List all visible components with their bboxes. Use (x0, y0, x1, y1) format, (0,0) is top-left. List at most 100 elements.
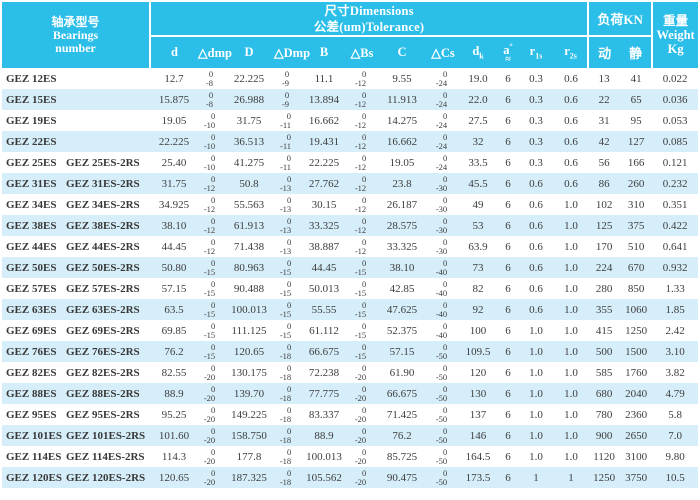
cell-Dmp: 0 -18 (274, 383, 300, 404)
cell-Cs: 0 -24 (428, 152, 458, 173)
cell-D: 158.750 (231, 429, 267, 442)
cell-dk: 73 (472, 261, 484, 274)
tolerance-value: 0 -20 (203, 363, 216, 382)
cell-name2: GEZ 38ES-2RS (66, 219, 140, 232)
cell-Dmp: 0 -15 (274, 299, 300, 320)
cell-C: 71.425 (386, 408, 418, 421)
cell-C: 28.575 (386, 219, 418, 232)
cell-B: 11.1 (314, 72, 334, 85)
col-header-dmp: △dmp (198, 36, 232, 68)
cell-d: 57.15 (161, 282, 187, 295)
cell-Dmp: 0 -15 (274, 320, 300, 341)
cell-dyn: 680 (595, 387, 613, 400)
table-row: GEZ 63ES GEZ 63ES-2RS 63.5 0 -15 100.013 0 -15 5… (2, 299, 699, 320)
cell-name1: GEZ 31ES (6, 177, 57, 190)
cell-Dmp: 0 -18 (274, 425, 300, 446)
tolerance-value: 0 -15 (203, 279, 216, 298)
cell-r1s: 1.0 (529, 345, 543, 358)
cell-B: 33.325 (308, 219, 340, 232)
tolerance-value: 0 -20 (203, 426, 216, 445)
cell-r1s: 1.0 (529, 429, 543, 442)
tolerance-value: 0 -30 (435, 237, 448, 256)
cell-dk: 130 (469, 387, 487, 400)
cell-stat: 2650 (625, 429, 648, 442)
cell-r2s: 0.6 (564, 93, 578, 106)
cell-dyn: 102 (595, 198, 613, 211)
cell-d: 38.10 (161, 219, 187, 232)
cell-dyn: 500 (595, 345, 613, 358)
tolerance-value: 0 -15 (354, 321, 367, 340)
cell-name2: GEZ 34ES-2RS (66, 198, 140, 211)
tolerance-value: 0 -30 (435, 195, 448, 214)
cell-Bs: 0 -20 (348, 446, 376, 467)
table-row: GEZ 114ES GEZ 114ES-2RS 114.3 0 -20 177.8 0 -18… (2, 446, 698, 467)
cell-weight: 0.085 (662, 135, 688, 148)
cell-Dmp: 0 -13 (274, 173, 300, 194)
cell-dmp: 0 -15 (198, 320, 224, 341)
cell-a: 6 (505, 156, 511, 169)
tolerance-value: 0 -50 (435, 384, 448, 403)
cell-dk: 137 (469, 408, 487, 421)
table-row: GEZ 44ES GEZ 44ES-2RS 44.45 0 -12 71.438 0 -13 3… (2, 236, 698, 257)
cell-C: 23.8 (392, 177, 412, 190)
cell-C: 26.187 (386, 198, 418, 211)
cell-Bs: 0 -12 (348, 215, 376, 236)
cell-Bs: 0 -15 (348, 320, 376, 341)
cell-stat: 65 (630, 93, 642, 106)
cell-d: 15.875 (158, 93, 190, 106)
cell-r1s: 0.3 (529, 114, 543, 127)
cell-D: 90.488 (233, 282, 265, 295)
cell-dmp: 0 -20 (198, 362, 224, 383)
cell-weight: 10.5 (665, 471, 685, 484)
cell-stat: 1250 (625, 324, 648, 337)
cell-Bs: 0 -20 (348, 404, 376, 425)
cell-dyn: 780 (595, 408, 613, 421)
cell-weight: 0.053 (662, 114, 688, 127)
cell-C: 57.15 (389, 345, 415, 358)
cell-r2s: 1.0 (564, 450, 578, 463)
cell-stat: 510 (627, 240, 645, 253)
cell-Cs: 0 -40 (428, 320, 458, 341)
tolerance-value: 0 -50 (435, 342, 448, 361)
cell-dmp: 0 -15 (198, 257, 224, 278)
table-row: GEZ 31ES GEZ 31ES-2RS 31.75 0 -12 50.8 0 -13 27.… (2, 173, 699, 194)
cell-D: 55.563 (233, 198, 265, 211)
cell-C: 19.05 (389, 156, 415, 169)
tolerance-value: 0 -10 (203, 153, 216, 172)
cell-name2: GEZ 120ES-2RS (66, 471, 146, 484)
cell-name1: GEZ 88ES (6, 387, 57, 400)
cell-B: 100.013 (306, 450, 342, 463)
bearings-dimensions-table: 轴承型号 Bearings number 尺寸Dimensions 公差(um)… (2, 2, 699, 488)
cell-a: 6 (505, 219, 511, 232)
cell-r1s: 0.6 (529, 261, 543, 274)
cell-a: 6 (505, 366, 511, 379)
tolerance-value: 0 -18 (279, 405, 292, 424)
weight-header-unit: Kg (667, 42, 684, 56)
cell-name2: GEZ 31ES-2RS (66, 177, 140, 190)
tolerance-value: 0 -15 (279, 300, 292, 319)
cell-name1: GEZ 22ES (6, 135, 57, 148)
cell-dk: 164.5 (465, 450, 491, 463)
dimensions-group-header: 尺寸Dimensions 公差(um)Tolerance) (149, 2, 589, 37)
cell-B: 83.337 (308, 408, 340, 421)
cell-d: 25.40 (161, 156, 187, 169)
cell-d: 101.60 (158, 429, 190, 442)
cell-d: 76.2 (164, 345, 184, 358)
cell-C: 38.10 (389, 261, 415, 274)
cell-Bs: 0 -12 (348, 152, 376, 173)
tolerance-value: 0 -24 (435, 90, 448, 109)
cell-dyn: 22 (598, 93, 610, 106)
cell-name2: GEZ 101ES-2RS (66, 429, 146, 442)
tolerance-value: 0 -18 (279, 468, 292, 487)
cell-C: 85.725 (386, 450, 418, 463)
cell-stat: 3100 (625, 450, 648, 463)
cell-stat: 260 (627, 177, 645, 190)
cell-D: 120.65 (233, 345, 265, 358)
cell-name2: GEZ 76ES-2RS (66, 345, 140, 358)
cell-r2s: 1.0 (564, 198, 578, 211)
cell-a: 6 (505, 345, 511, 358)
cell-Bs: 0 -20 (348, 362, 376, 383)
cell-Cs: 0 -24 (428, 89, 458, 110)
tolerance-value: 0 -24 (435, 69, 448, 88)
cell-D: 26.988 (233, 93, 265, 106)
